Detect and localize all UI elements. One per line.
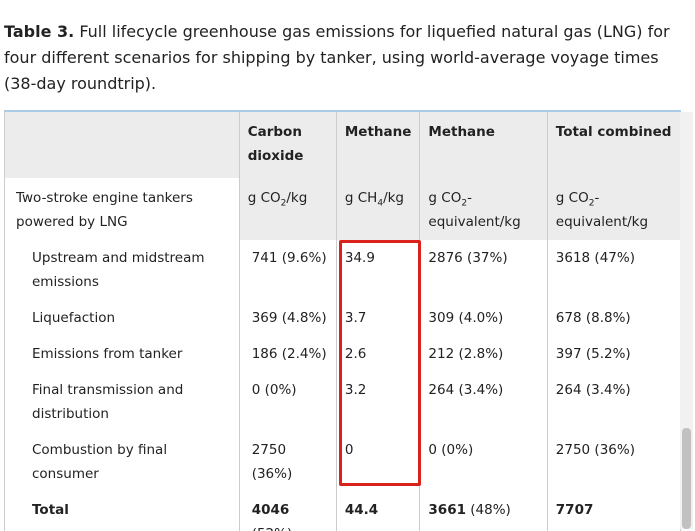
cell: 2750 (36%)	[239, 432, 337, 492]
cell: 2.6	[336, 336, 421, 372]
cell: 3618 (47%)	[547, 240, 681, 300]
cell: 0	[336, 432, 421, 492]
unit-suffix: -equivalent/kg	[555, 190, 649, 230]
total-value: 3661	[428, 502, 466, 518]
caption: Table 3. Full lifecycle greenhouse gas e…	[4, 19, 684, 97]
unit-subscript: 2	[588, 198, 595, 209]
row-label: Upstream and midstream emissions	[5, 240, 240, 300]
data-row: Combustion by final consumer 2750 (36%) 0 0…	[5, 432, 681, 492]
row-label: Liquefaction	[5, 300, 240, 336]
table-container: Carbon dioxide Methane Methane Total combin…	[4, 110, 681, 531]
cell: 2750 (36%)	[547, 432, 681, 492]
unit-header: g CO2-equivalent/kg	[547, 178, 681, 240]
cell: 309 (4.0%)	[419, 300, 548, 336]
row-label: Emissions from tanker	[5, 336, 240, 372]
cell: 369 (4.8%)	[239, 300, 337, 336]
cell: 3.7	[336, 300, 421, 336]
cell: 264 (3.4%)	[419, 372, 548, 432]
cell: 678 (8.8%)	[547, 300, 681, 336]
cell: 212 (2.8%)	[419, 336, 548, 372]
unit-suffix: -equivalent/kg	[428, 190, 521, 230]
cell: 186 (2.4%)	[239, 336, 337, 372]
header-row: Two-stroke engine tankers powered by LNG…	[5, 178, 681, 240]
data-row: Final transmission and distribution 0 (0%…	[5, 372, 681, 432]
cell: 2876 (37%)	[419, 240, 548, 300]
unit-suffix: /kg	[383, 190, 404, 206]
row-label: Combustion by final consumer	[5, 432, 240, 492]
caption-label: Table 3.	[4, 22, 75, 41]
total-label: Total	[32, 502, 69, 518]
total-share: (48%)	[470, 502, 511, 518]
row-label: Total	[5, 492, 240, 531]
scrollbar-thumb[interactable]	[682, 428, 691, 529]
cell: 0 (0%)	[239, 372, 337, 432]
table: Carbon dioxide Methane Methane Total combin…	[5, 112, 681, 531]
cell: 264 (3.4%)	[547, 372, 681, 432]
total-value: 4046	[251, 502, 290, 518]
row-group-label: Two-stroke engine tankers powered by LNG	[5, 178, 240, 240]
cell: 397 (5.2%)	[547, 336, 681, 372]
column-header: Total combined	[547, 112, 681, 178]
data-row: Emissions from tanker 186 (2.4%) 2.6 212 (2…	[5, 336, 681, 372]
cell: 0 (0%)	[419, 432, 548, 492]
cell: 7707	[547, 492, 681, 531]
cell: 3.2	[336, 372, 421, 432]
unit-suffix: /kg	[286, 190, 308, 206]
cell: 4046 (52%)	[239, 492, 337, 531]
scrollbar-track	[680, 112, 693, 529]
total-row: Total 4046 (52%) 44.4 3661 (48%) 7707	[5, 492, 681, 531]
cell: 44.4	[336, 492, 421, 531]
highlight-box	[339, 240, 421, 486]
data-row: Upstream and midstream emissions 741 (9.6…	[5, 240, 681, 300]
header-cell	[5, 112, 240, 178]
header-row: Carbon dioxide Methane Methane Total combin…	[5, 112, 681, 178]
caption-text: Full lifecycle greenhouse gas emissions …	[4, 22, 670, 93]
unit-base: g CH	[344, 190, 378, 206]
unit-base: g CO	[428, 190, 462, 206]
unit-subscript: 2	[461, 198, 468, 209]
unit-header: g CH4/kg	[336, 178, 421, 240]
unit-base: g CO	[555, 190, 589, 206]
column-header: Methane	[336, 112, 421, 178]
row-label: Final transmission and distribution	[5, 372, 240, 432]
column-header: Methane	[419, 112, 548, 178]
column-header: Carbon dioxide	[239, 112, 337, 178]
unit-base: g CO	[247, 190, 281, 206]
unit-header: g CO2/kg	[239, 178, 337, 240]
data-row: Liquefaction 369 (4.8%) 3.7 309 (4.0%) 678 (…	[5, 300, 681, 336]
total-value: 44.4	[344, 502, 379, 518]
total-value: 7707	[555, 502, 594, 518]
unit-subscript: 4	[377, 198, 384, 209]
cell: 3661 (48%)	[419, 492, 548, 531]
unit-header: g CO2-equivalent/kg	[419, 178, 548, 240]
unit-subscript: 2	[280, 198, 287, 209]
cell: 741 (9.6%)	[239, 240, 337, 300]
